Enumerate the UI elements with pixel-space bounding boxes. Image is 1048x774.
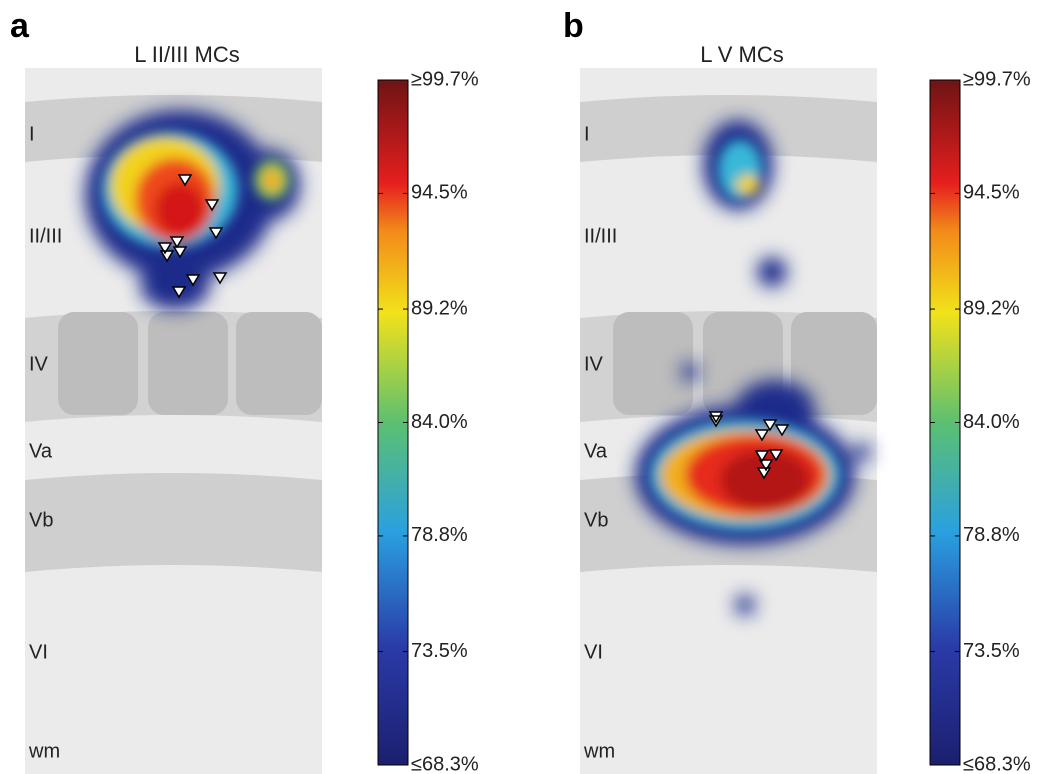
layer-label: wm — [583, 740, 615, 762]
barrel — [58, 312, 138, 415]
colorbar-tick-label: ≥99.7% — [411, 68, 479, 90]
barrel — [613, 312, 693, 415]
colorbar-tick-label: ≤68.3% — [411, 753, 479, 774]
barrel — [148, 312, 228, 415]
layer-label: II/III — [584, 225, 617, 247]
layer-label: IV — [584, 353, 604, 375]
figure: a L II/III MCs I II/III IV Va Vb VI wm ≤68.3% 73.5… — [0, 0, 1048, 774]
layer-label: Vb — [29, 509, 53, 531]
colorbar-tick-label: 94.5% — [963, 182, 1020, 204]
barrel — [236, 312, 322, 415]
layer-label: I — [584, 123, 590, 145]
layer-label: Va — [29, 440, 53, 462]
colorbar-tick-label: 94.5% — [411, 182, 468, 204]
panel-label: a — [10, 7, 30, 45]
layer-label: VI — [29, 641, 48, 663]
colorbar-tick-label: 73.5% — [411, 640, 468, 662]
colorbar-tick-label: ≤68.3% — [963, 753, 1031, 774]
colorbar-tick-label: 78.8% — [963, 524, 1020, 546]
layer-label: VI — [584, 641, 603, 663]
colorbar-tick-label: 78.8% — [411, 524, 468, 546]
cortex-layer — [25, 473, 322, 572]
layer-label: Va — [584, 440, 608, 462]
panel-title: L II/III MCs — [134, 42, 240, 67]
layer-label: II/III — [29, 225, 62, 247]
panel-label: b — [563, 7, 584, 45]
layer-label: wm — [28, 740, 60, 762]
panel-title: L V MCs — [700, 42, 784, 67]
layer-label: I — [29, 123, 35, 145]
layer-label: IV — [29, 353, 49, 375]
colorbar-tick-label: 84.0% — [963, 411, 1020, 433]
colorbar-tick-label: ≥99.7% — [963, 68, 1031, 90]
layer-label: Vb — [584, 509, 608, 531]
colorbar-tick-label: 84.0% — [411, 411, 468, 433]
colorbar-tick-label: 73.5% — [963, 640, 1020, 662]
colorbar-tick-label: 89.2% — [411, 297, 468, 319]
colorbar-tick-label: 89.2% — [963, 297, 1020, 319]
